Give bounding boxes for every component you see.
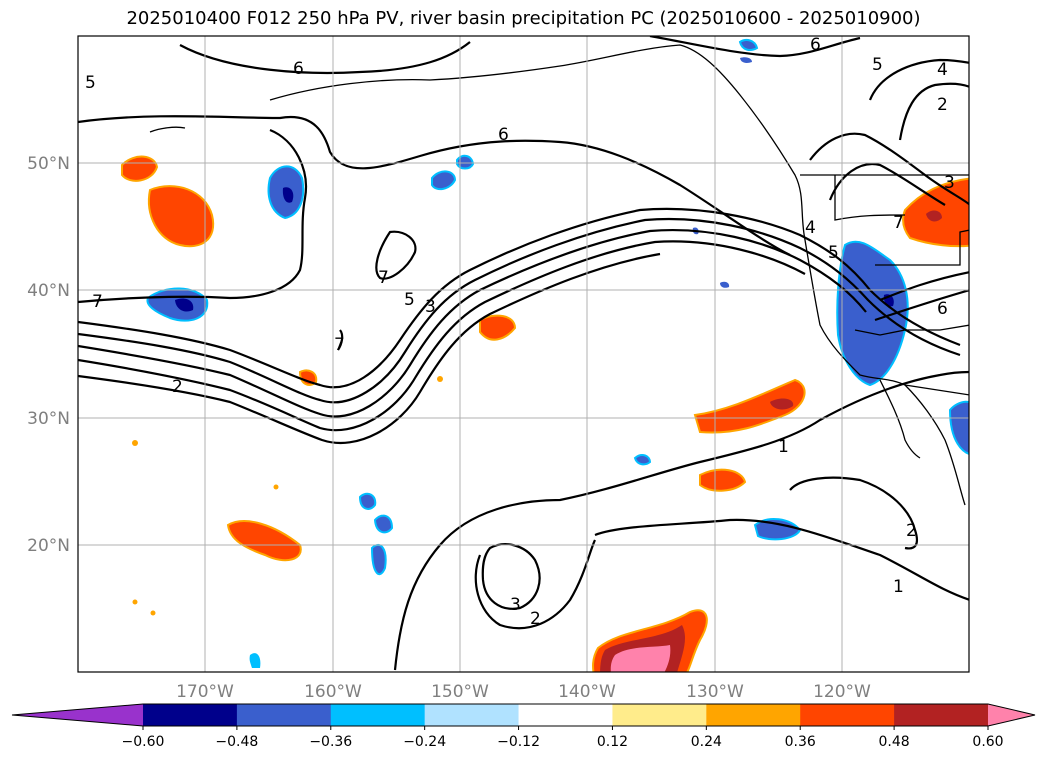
contour-label: 7: [92, 292, 103, 312]
lon-tick-label: 150°W: [431, 682, 489, 702]
colorbar-tick-label: −0.48: [215, 734, 258, 750]
contour-label: 5: [404, 290, 415, 310]
pv-contours: [78, 36, 969, 671]
contour-label: 6: [937, 299, 948, 319]
precip-blob: [358, 492, 377, 510]
lat-tick-label: 20°N: [27, 536, 70, 556]
colorbar-bin: [424, 704, 520, 726]
precip-blob: [282, 187, 294, 203]
contour-label: 4: [805, 218, 816, 238]
colorbar-bin: [330, 704, 426, 726]
precip-blob: [370, 543, 387, 576]
colorbar-bin: [518, 704, 613, 726]
contour-label: 7: [378, 268, 389, 288]
precip-blob: [836, 240, 909, 387]
precip-blob: [431, 170, 457, 191]
contour-label: 5: [85, 73, 96, 93]
precip-blob: [479, 314, 517, 341]
contour-label: 1: [778, 437, 789, 457]
contour-label: 3: [510, 595, 521, 615]
precip-blob: [456, 154, 475, 170]
contour-label: 4: [937, 60, 948, 80]
contour-label: 3: [425, 297, 436, 317]
lon-tick-label: 130°W: [686, 682, 744, 702]
lon-tick-label: 140°W: [558, 682, 616, 702]
precip-blob: [298, 369, 318, 386]
precip-dot: [437, 376, 443, 382]
precip-blob: [175, 298, 194, 312]
contour-label: 6: [498, 125, 509, 145]
colorbar-bin: [236, 704, 332, 726]
precip-blob: [226, 520, 302, 562]
precip-blob: [720, 281, 730, 288]
lon-tick-label: 160°W: [304, 682, 362, 702]
colorbar-bin: [706, 704, 801, 726]
colorbar-tick-label: 0.48: [879, 734, 910, 750]
colorbar-tick-label: 0.36: [785, 734, 816, 750]
contour-label: 1: [893, 577, 904, 597]
precip-dot: [150, 610, 156, 616]
colorbar-tick-label: 0.60: [972, 734, 1003, 750]
lat-axis-labels: 50°N 40°N 30°N 20°N: [27, 154, 70, 556]
map-title: 2025010400 F012 250 hPa PV, river basin …: [126, 8, 921, 29]
contour-label: 6: [293, 59, 304, 79]
lat-tick-label: 30°N: [27, 409, 70, 429]
colorbar-bin: [612, 704, 707, 726]
contour-label: 2: [906, 521, 917, 541]
precip-dot: [132, 599, 138, 605]
precip-blob: [373, 514, 394, 534]
contour-label: 6: [810, 35, 821, 55]
colorbar-tick-label: −0.12: [497, 734, 540, 750]
lon-tick-label: 120°W: [813, 682, 871, 702]
precip-blob: [740, 57, 752, 63]
coastlines: [149, 44, 969, 506]
precip-blob: [633, 454, 652, 466]
lat-tick-label: 40°N: [27, 281, 70, 301]
plot-frame: [77, 35, 970, 673]
contour-label: 2: [172, 377, 183, 397]
contour-label: 5: [872, 55, 883, 75]
colorbar-tick-label: 0.24: [691, 734, 722, 750]
colorbar-extend-max: [988, 704, 1035, 726]
colorbar-tick-label: −0.24: [403, 734, 446, 750]
colorbar: −0.60 −0.48 −0.36 −0.24 −0.12 0.12 0.24 0.36 0.4…: [11, 703, 1036, 750]
lat-tick-label: 50°N: [27, 154, 70, 174]
contour-label: 2: [937, 95, 948, 115]
precip-blob: [693, 378, 806, 434]
contour-label: 7: [334, 335, 345, 355]
contour-label: 2: [530, 609, 541, 629]
colorbar-tick-label: 0.12: [597, 734, 628, 750]
lon-tick-label: 170°W: [176, 682, 234, 702]
contour-label: 3: [944, 173, 955, 193]
colorbar-tick-label: −0.36: [309, 734, 352, 750]
precip-blob: [610, 645, 671, 672]
gridlines: [78, 36, 969, 672]
precip-blob: [249, 653, 261, 668]
precip-blob: [699, 468, 747, 492]
colorbar-tick-label: −0.60: [122, 734, 165, 750]
colorbar-extend-min: [12, 704, 143, 726]
colorbar-bin: [894, 704, 989, 726]
plot-area: 6 6 6 5 4 2 5 7 7 7 2 5 3 1 3 2 1 2 4 5 …: [78, 35, 969, 672]
precip-blob: [926, 210, 942, 222]
lon-axis-labels: 170°W 160°W 150°W 140°W 130°W 120°W: [176, 682, 871, 702]
precip-blob: [770, 398, 794, 410]
precip-blob: [948, 400, 969, 455]
contour-label: 5: [828, 243, 839, 263]
precip-dot: [273, 484, 279, 490]
colorbar-bin: [143, 704, 238, 726]
precip-blob: [147, 185, 215, 248]
contour-label: 7: [893, 213, 904, 233]
precip-blob: [738, 39, 759, 51]
contour-labels: 6 6 6 5 4 2 5 7 7 7 2 5 3 1 3 2 1 2 4 5 …: [85, 35, 955, 629]
precip-dot: [132, 440, 138, 446]
colorbar-bin: [800, 704, 895, 726]
